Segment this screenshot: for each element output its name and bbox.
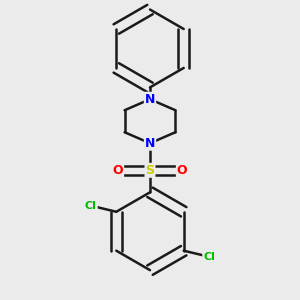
Text: O: O	[112, 164, 123, 177]
Text: Cl: Cl	[85, 201, 97, 211]
Text: S: S	[146, 164, 154, 177]
Text: Cl: Cl	[203, 252, 215, 262]
Text: N: N	[145, 137, 155, 150]
Text: N: N	[145, 93, 155, 106]
Text: O: O	[177, 164, 188, 177]
